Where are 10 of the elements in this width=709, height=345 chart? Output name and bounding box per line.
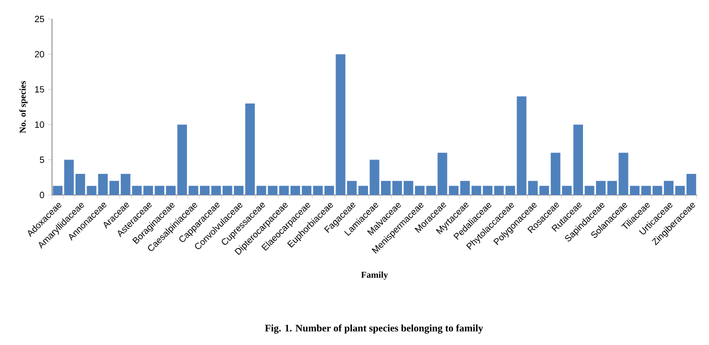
y-axis-title: No. of species [19,80,28,134]
y-tick-label: 20 [34,51,44,58]
text: Fig. 1. Number of plant species belonging to family [265,324,484,334]
y-tick-label: 0 [40,192,44,198]
x-axis-title: Family [361,272,388,280]
y-tick-label: 25 [34,16,44,22]
bar [109,180,120,195]
y-tick-label: 15 [35,86,44,93]
y-tick-label: 10 [35,121,44,128]
y-tick-label: 5 [40,156,44,163]
